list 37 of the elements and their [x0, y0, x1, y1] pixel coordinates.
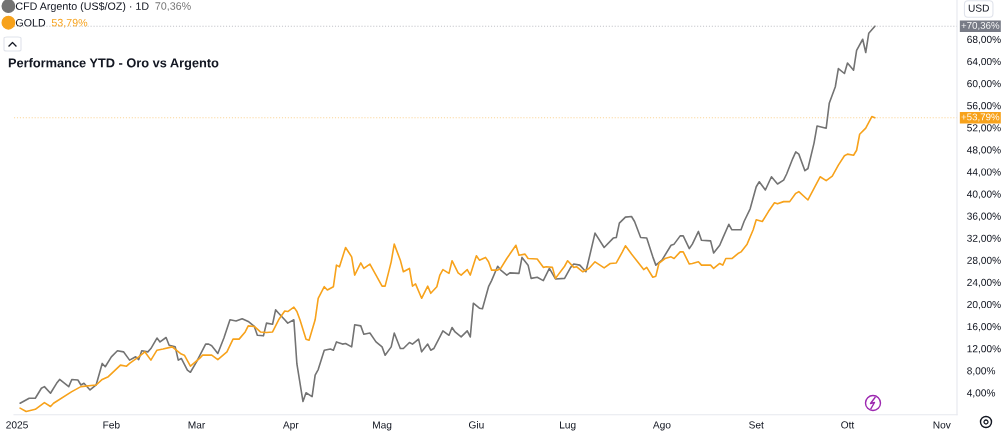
- y-axis-title: USD: [968, 4, 989, 12]
- y-tick-label: 32,00%: [967, 234, 1001, 244]
- x-tick-label: Mar: [188, 421, 206, 429]
- y-tick-label: 52,00%: [967, 124, 1001, 133]
- y-tick-label: 48,00%: [966, 146, 1001, 155]
- x-tick-label: Ago: [652, 421, 671, 431]
- x-tick-label: Nov: [933, 421, 951, 429]
- x-tick-label: Giu: [469, 421, 484, 429]
- y-tick-label: 60,00%: [967, 80, 1001, 89]
- y-tick-label: 64,00%: [967, 57, 1001, 67]
- x-tick-label: Feb: [103, 421, 120, 429]
- x-tick-label: 2025: [6, 421, 28, 429]
- ref-line-label: +70,36%: [961, 21, 1000, 30]
- y-tick-label: 44,00%: [966, 168, 1001, 177]
- x-tick-label: Apr: [282, 421, 299, 431]
- ref-line-label: +53,79%: [961, 113, 1000, 122]
- y-tick-label: 8,00%: [967, 367, 996, 376]
- y-tick-label: 16,00%: [967, 323, 1001, 332]
- x-tick-label: Mag: [373, 421, 392, 431]
- x-tick-label: Set: [749, 421, 764, 429]
- line-series: [19, 115, 876, 413]
- y-tick-label: 68,00%: [967, 35, 1001, 45]
- x-tick-label: Ott: [841, 421, 855, 429]
- y-tick-label: 4,00%: [966, 389, 996, 398]
- y-tick-label: 24,00%: [967, 278, 1001, 288]
- y-tick-label: 56,00%: [967, 102, 1001, 111]
- text: Performance YTD - Oro vs Argento: [8, 58, 219, 70]
- annotation: 70,36%: [155, 2, 191, 12]
- y-tick-label: 12,00%: [967, 345, 1001, 354]
- y-tick-label: 40,00%: [966, 190, 1001, 199]
- annotation: 53,79%: [51, 18, 88, 28]
- y-tick-label: 20,00%: [967, 300, 1001, 310]
- legend-label: GOLD: [15, 18, 46, 27]
- x-tick-label: Lug: [560, 421, 576, 431]
- y-tick-label: 28,00%: [967, 256, 1001, 266]
- y-tick-label: 36,00%: [967, 212, 1001, 221]
- legend-label: CFD Argento (US$/OZ) · 1D: [15, 1, 149, 13]
